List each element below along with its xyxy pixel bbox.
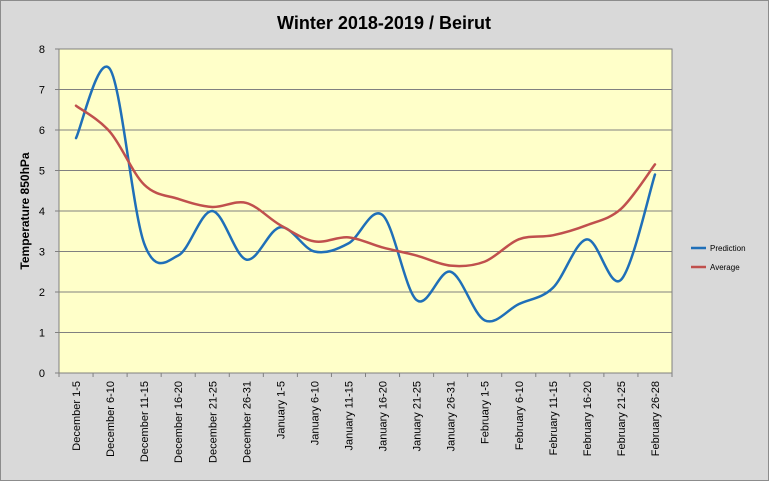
x-tick-label: December 11-15 — [139, 381, 151, 462]
y-tick-label: 6 — [39, 125, 45, 137]
series-line-average — [74, 104, 657, 268]
x-tick-label: February 11-15 — [548, 381, 560, 455]
legend-label: Average — [710, 263, 740, 272]
x-tick-label: February 21-25 — [616, 381, 628, 456]
series-lines — [74, 65, 657, 323]
x-tick-label: December 26-31 — [241, 381, 253, 463]
legend-label: Prediction — [710, 244, 746, 253]
x-tick-label: December 16-20 — [173, 381, 185, 463]
x-tick-label: January 26-31 — [446, 381, 458, 451]
x-tick-label: February 16-20 — [582, 381, 594, 456]
series-line-prediction — [74, 65, 657, 323]
y-tick-label: 8 — [39, 44, 45, 56]
x-tick-label: January 21-25 — [412, 381, 424, 451]
x-tick-label: January 16-20 — [378, 381, 390, 451]
x-tick-label: December 1-5 — [71, 381, 83, 451]
y-axis-ticks: 0 1 2 3 4 5 6 7 8 — [39, 44, 59, 380]
x-tick-label: January 11-15 — [343, 381, 355, 451]
y-tick-label: 5 — [39, 166, 45, 178]
y-tick-label: 7 — [39, 85, 45, 97]
y-tick-label: 2 — [39, 287, 45, 299]
y-tick-label: 4 — [39, 206, 45, 218]
x-tick-label: January 6-10 — [309, 381, 321, 445]
x-tick-label: January 1-5 — [275, 381, 287, 439]
y-tick-label: 1 — [39, 328, 45, 340]
x-tick-label: February 1-5 — [480, 381, 492, 444]
y-tick-label: 0 — [39, 368, 45, 380]
y-tick-label: 3 — [39, 247, 45, 259]
x-axis-ticks: December 1-5 December 6-10 December 11-15 D… — [58, 373, 673, 463]
y-axis-label: Temperature 850hPa — [18, 152, 32, 269]
x-tick-label: February 6-10 — [514, 381, 526, 450]
x-tick-label: December 21-25 — [207, 381, 219, 463]
x-tick-label: February 26-28 — [650, 381, 662, 456]
chart-title: Winter 2018-2019 / Beirut — [277, 13, 491, 33]
legend: Prediction Average — [691, 244, 746, 272]
x-tick-label: December 6-10 — [105, 381, 117, 457]
